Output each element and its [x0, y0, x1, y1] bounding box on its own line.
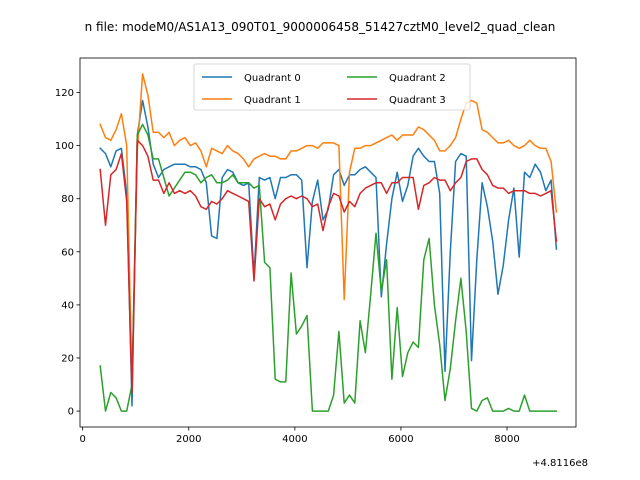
y-tick-label: 60 — [61, 247, 74, 258]
legend-label-quadrant-3: Quadrant 3 — [389, 95, 446, 106]
axes-layer: 0 2000 4000 6000 8000 0 20 40 60 80 100 120 — [55, 57, 577, 445]
series-line-quadrant-2 — [99, 123, 558, 412]
y-tick-label: 0 — [68, 407, 74, 418]
series-layer — [99, 73, 558, 412]
legend-label-quadrant-0: Quadrant 0 — [244, 73, 301, 84]
chart-title: n file: modeM0/AS1A13_090T01_9000006458_… — [85, 20, 556, 34]
x-tick-label: 2000 — [176, 434, 201, 445]
series-line-quadrant-1 — [99, 73, 558, 386]
y-tick-label: 20 — [61, 353, 74, 364]
legend-label-quadrant-1: Quadrant 1 — [244, 95, 301, 106]
legend-label-quadrant-2: Quadrant 2 — [389, 73, 446, 84]
x-offset-label: +4.8116e8 — [532, 458, 588, 469]
y-tick-label: 80 — [61, 194, 74, 205]
series-line-quadrant-3 — [99, 139, 558, 394]
x-tick-label: 4000 — [282, 434, 307, 445]
y-tick-label: 120 — [55, 88, 74, 99]
x-tick-label: 0 — [79, 434, 85, 445]
y-tick-label: 100 — [55, 141, 74, 152]
y-tick-label: 40 — [61, 300, 74, 311]
x-tick-label: 6000 — [388, 434, 413, 445]
legend-box — [193, 63, 471, 111]
plot-frame — [79, 57, 577, 428]
legend: Quadrant 0 Quadrant 1 Quadrant 2 Quadrant 3 — [193, 63, 471, 111]
x-tick-label: 8000 — [494, 434, 519, 445]
